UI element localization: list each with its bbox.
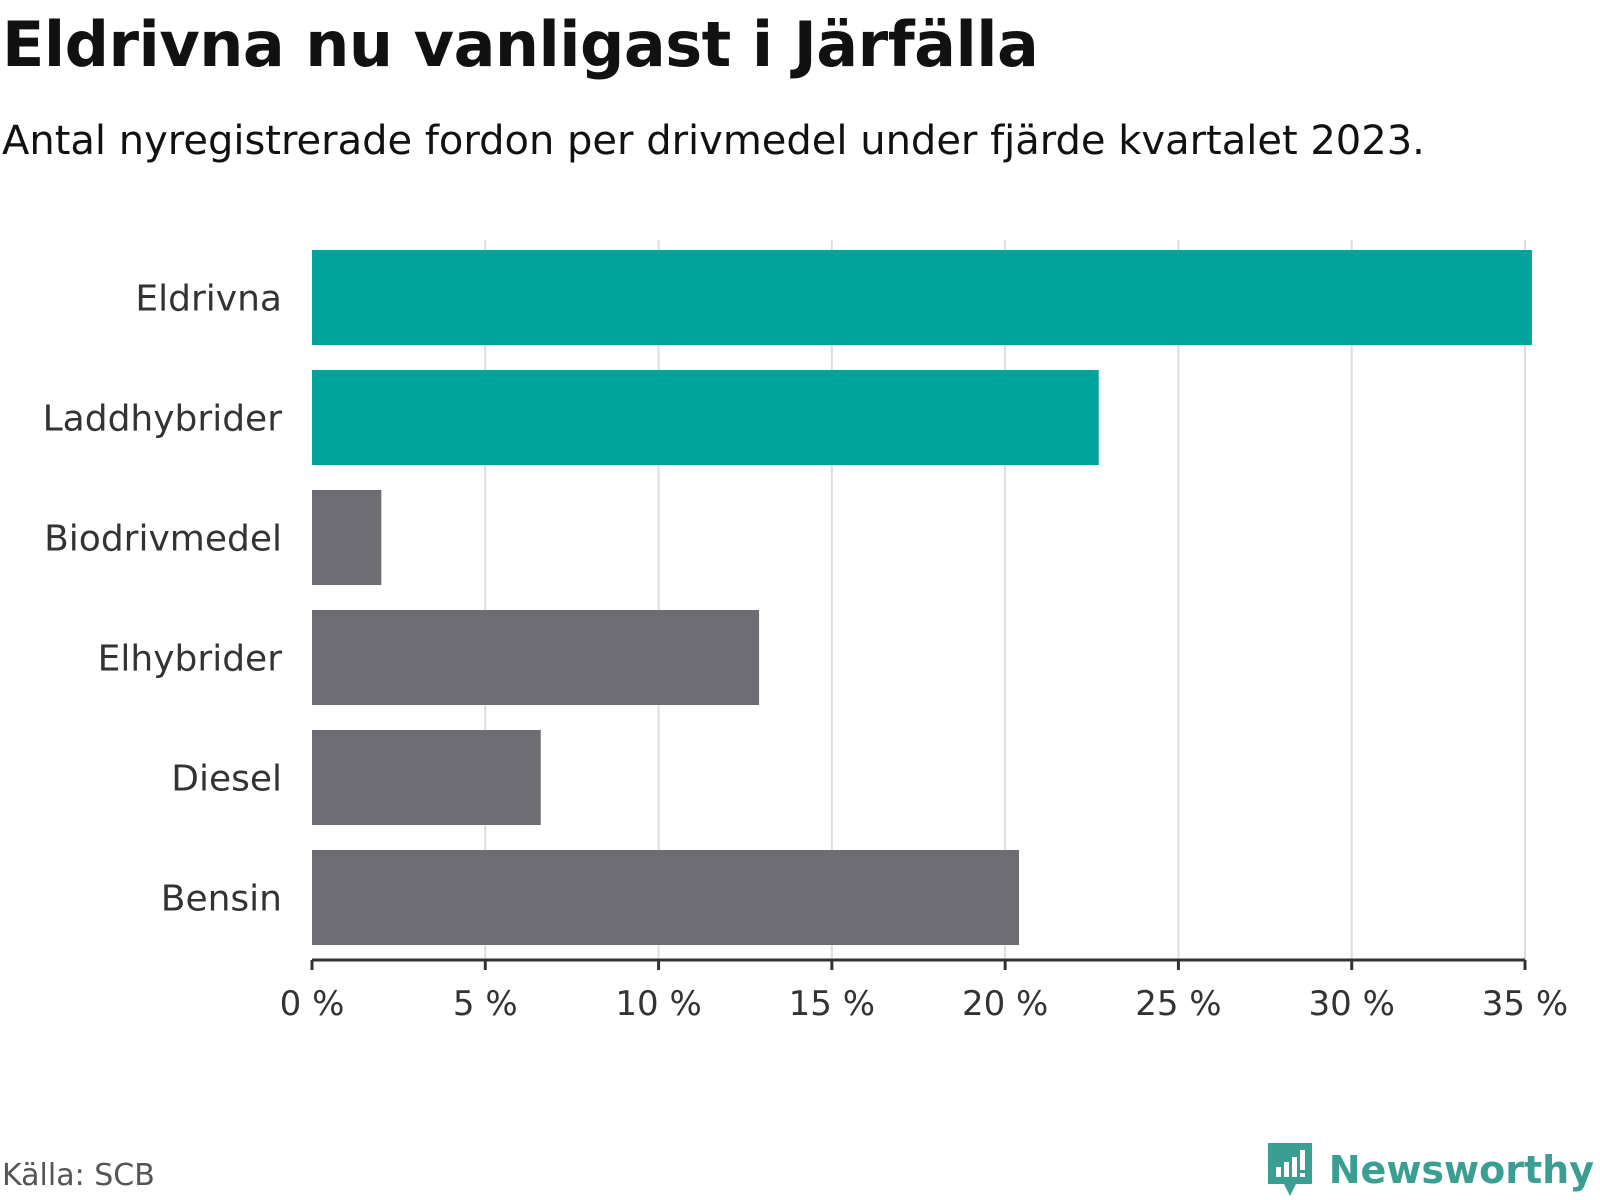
bar-bensin: [312, 850, 1020, 945]
brand-name: Newsworthy: [1328, 1148, 1594, 1192]
brand: Newsworthy: [1265, 1140, 1594, 1200]
bar-laddhybrider: [312, 370, 1099, 465]
tick-label: 5 %: [453, 984, 518, 1024]
tick-label: 35 %: [1482, 984, 1568, 1024]
category-label: Biodrivmedel: [44, 519, 282, 560]
category-label: Elhybrider: [98, 639, 283, 680]
source-note: Källa: SCB: [2, 1158, 155, 1193]
tick-label: 15 %: [789, 984, 875, 1024]
tick-label: 0 %: [280, 984, 345, 1024]
newsworthy-logo-icon: [1267, 1143, 1312, 1196]
category-label: Eldrivna: [135, 279, 282, 320]
tick-label: 10 %: [615, 984, 701, 1024]
category-label: Bensin: [161, 879, 282, 920]
bar-biodrivmedel: [312, 490, 382, 585]
tick-label: 20 %: [962, 984, 1048, 1024]
bar-eldrivna: [312, 250, 1532, 345]
grid-lines: [484, 240, 1526, 960]
chart-subtitle: Antal nyregistrerade fordon per drivmede…: [2, 118, 1425, 164]
bar-elhybrider: [312, 610, 760, 705]
category-label: Diesel: [171, 759, 282, 800]
tick-label: 30 %: [1309, 984, 1395, 1024]
bars: [312, 250, 1532, 945]
bar-chart: Eldrivna Laddhybrider Biodrivmedel Elhybrid…: [43, 240, 1568, 1024]
chart-title: Eldrivna nu vanligast i Järfälla: [2, 8, 1039, 81]
category-label: Laddhybrider: [43, 399, 283, 440]
bar-diesel: [312, 730, 541, 825]
x-axis: 0 % 5 % 10 % 15 % 20 % 25 % 30 % 35 %: [280, 958, 1568, 1024]
category-labels: Eldrivna Laddhybrider Biodrivmedel Elhybrid…: [43, 279, 283, 920]
tick-label: 25 %: [1135, 984, 1221, 1024]
